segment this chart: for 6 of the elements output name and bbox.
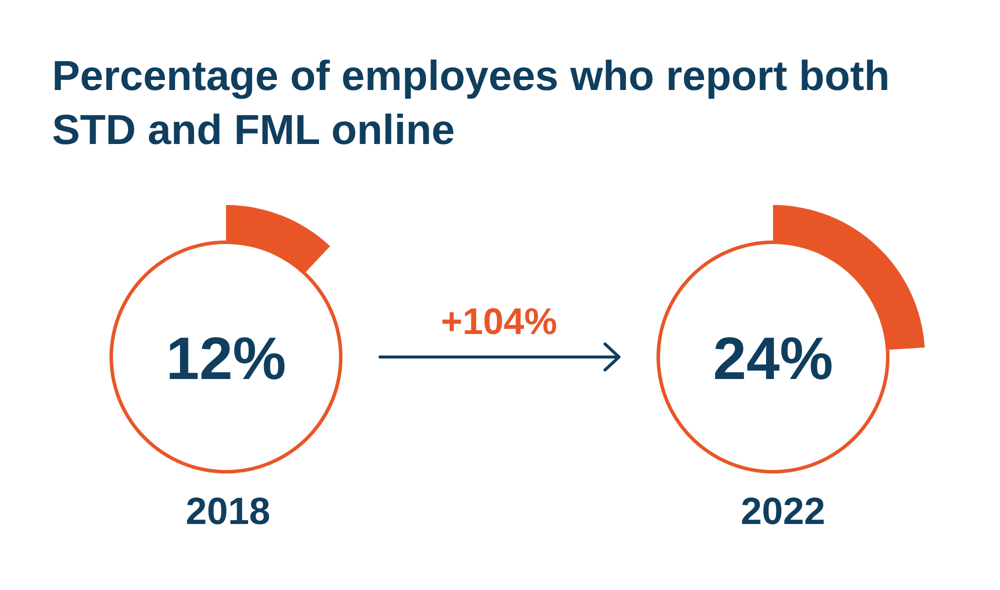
text: 12%: [166, 325, 286, 392]
text: +104%: [440, 301, 558, 342]
text: 2018: [186, 491, 270, 533]
text: Percentage of employees who report both STD and FML online: [52, 52, 890, 153]
text: 2022: [740, 491, 826, 533]
text: 24%: [712, 325, 834, 392]
